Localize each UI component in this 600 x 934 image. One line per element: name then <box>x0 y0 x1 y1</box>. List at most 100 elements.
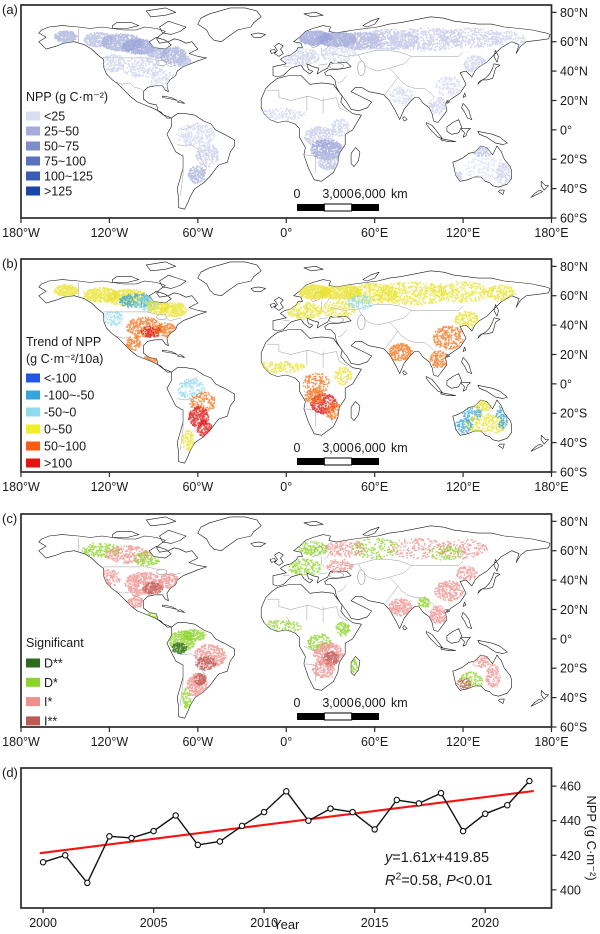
data-point-marker <box>61 852 69 859</box>
x-tick-label: 2020 <box>471 916 499 930</box>
speckle-region <box>432 325 465 350</box>
legend-swatch <box>26 171 40 181</box>
speckle-region <box>304 388 325 404</box>
speckle-region <box>335 621 351 637</box>
speckle-region <box>417 596 431 608</box>
legend-swatch <box>26 111 40 121</box>
speckle-region <box>54 30 78 43</box>
data-point-marker <box>371 826 378 833</box>
landmass-outline <box>38 516 551 719</box>
scale-bar-label: 0 <box>294 696 301 710</box>
lon-tick-label: 120°W <box>91 735 129 749</box>
speckle-region <box>439 27 505 49</box>
legend-title: Significant <box>26 636 84 650</box>
data-point-marker <box>504 801 511 809</box>
scale-bar-segment <box>351 458 379 465</box>
scale-bar-segment <box>323 457 353 466</box>
y-tick-label: 400 <box>560 883 581 897</box>
x-tick-label: 2005 <box>140 916 168 930</box>
speckle-region <box>307 633 332 652</box>
speckle-region <box>428 545 464 561</box>
legend-c: Significant D** D* I* I** <box>26 636 84 728</box>
legend-label: 50~75 <box>44 140 79 154</box>
lat-tick-label: 20°N <box>560 348 588 362</box>
data-point-marker <box>459 827 467 835</box>
legend-swatch <box>26 716 40 726</box>
npp-series-line <box>42 780 530 885</box>
lon-tick-label: 120°E <box>446 226 480 240</box>
speckle-region <box>459 671 484 689</box>
chart-frame <box>20 767 553 909</box>
legend-label: <-100 <box>44 372 76 386</box>
data-point-marker <box>172 812 179 819</box>
scale-bar: 0 3,000 6,000 km <box>294 696 408 721</box>
speckle-region <box>105 545 151 564</box>
lon-tick-label: 60°W <box>182 480 213 494</box>
scale-bar-segment <box>297 458 325 465</box>
scale-bar-label: 6,000 <box>354 187 385 201</box>
lat-tick-label: 0° <box>560 377 572 391</box>
speckle-region <box>454 417 474 434</box>
data-point-marker <box>216 838 224 845</box>
lon-tick-label: 0° <box>280 735 292 749</box>
speckle-region <box>102 53 125 73</box>
speckle-region <box>195 656 217 672</box>
legend-swatch <box>26 373 40 383</box>
lon-tick-label: 0° <box>280 226 292 240</box>
lon-tick-label: 180°W <box>2 480 40 494</box>
legend-swatch <box>26 697 40 707</box>
lon-tick-label: 180°E <box>534 226 568 240</box>
legend-label: I** <box>44 714 57 728</box>
speckle-region <box>81 542 121 558</box>
speckle-region <box>390 27 464 52</box>
lat-tick-label: 40°N <box>560 319 588 333</box>
speckle-region <box>485 664 501 688</box>
legend-title: Trend of NPP <box>26 335 101 349</box>
x-tick-label: 2015 <box>361 916 389 930</box>
scale-bar-label: 0 <box>294 441 301 455</box>
speckle-region <box>435 75 463 97</box>
speckle-region <box>160 301 188 318</box>
scale-bar-segment <box>323 712 353 721</box>
speckle-region <box>142 581 164 595</box>
legend-b: Trend of NPP (g C·m⁻²/10a) <-100 -100~-50 -5… <box>26 335 103 471</box>
legend-label: 100~125 <box>44 170 93 184</box>
x-tick-label: 2000 <box>29 916 57 930</box>
speckle-region <box>102 310 123 327</box>
speckle-region <box>127 593 144 609</box>
speckle-region <box>302 372 330 394</box>
lat-tick-label: 0° <box>560 123 572 137</box>
speckle-region <box>333 366 353 386</box>
speckle-region <box>496 162 512 186</box>
panel-letter: (a) <box>2 2 18 17</box>
legend-swatch <box>26 458 40 468</box>
speckle-region <box>189 391 216 413</box>
speckle-region <box>389 86 414 105</box>
lat-tick-label: 20°S <box>560 153 587 167</box>
lat-tick-label: 60°S <box>560 212 587 226</box>
legend-label: <25 <box>44 110 65 124</box>
legend-label: D** <box>44 657 63 671</box>
data-point-marker <box>305 817 312 824</box>
data-point-marker <box>526 777 533 785</box>
speckle-region <box>183 629 207 642</box>
speckle-region <box>182 687 192 709</box>
panel-letter: (c) <box>2 511 17 526</box>
y-tick-label: 460 <box>560 780 581 794</box>
lat-tick-label: 60°N <box>560 35 588 49</box>
regression-stats: R2=0.58, P<0.01 <box>385 871 492 890</box>
scale-bar-unit: km <box>391 187 408 201</box>
speckle-region <box>322 300 356 319</box>
speckle-region <box>440 538 488 560</box>
legend-label: 50~100 <box>44 440 86 454</box>
scale-bar-label: 6,000 <box>354 441 385 455</box>
y-tick-label: 420 <box>560 849 581 863</box>
lat-tick-label: 20°N <box>560 94 588 108</box>
scale-bar: 0 3,000 6,000 km <box>294 187 408 212</box>
map-panel-a: 180°W 120°W 60°W 0° 60°E 120°E 180°E 80°N 60°N 40… <box>2 2 588 240</box>
speckle-region <box>454 310 479 329</box>
lat-tick-label: 20°S <box>560 407 587 421</box>
data-point-marker <box>393 796 401 804</box>
map-panel-c: 180°W 120°W 60°W 0° 60°E 120°E 180°E 80°N 60°N 40… <box>2 511 588 749</box>
